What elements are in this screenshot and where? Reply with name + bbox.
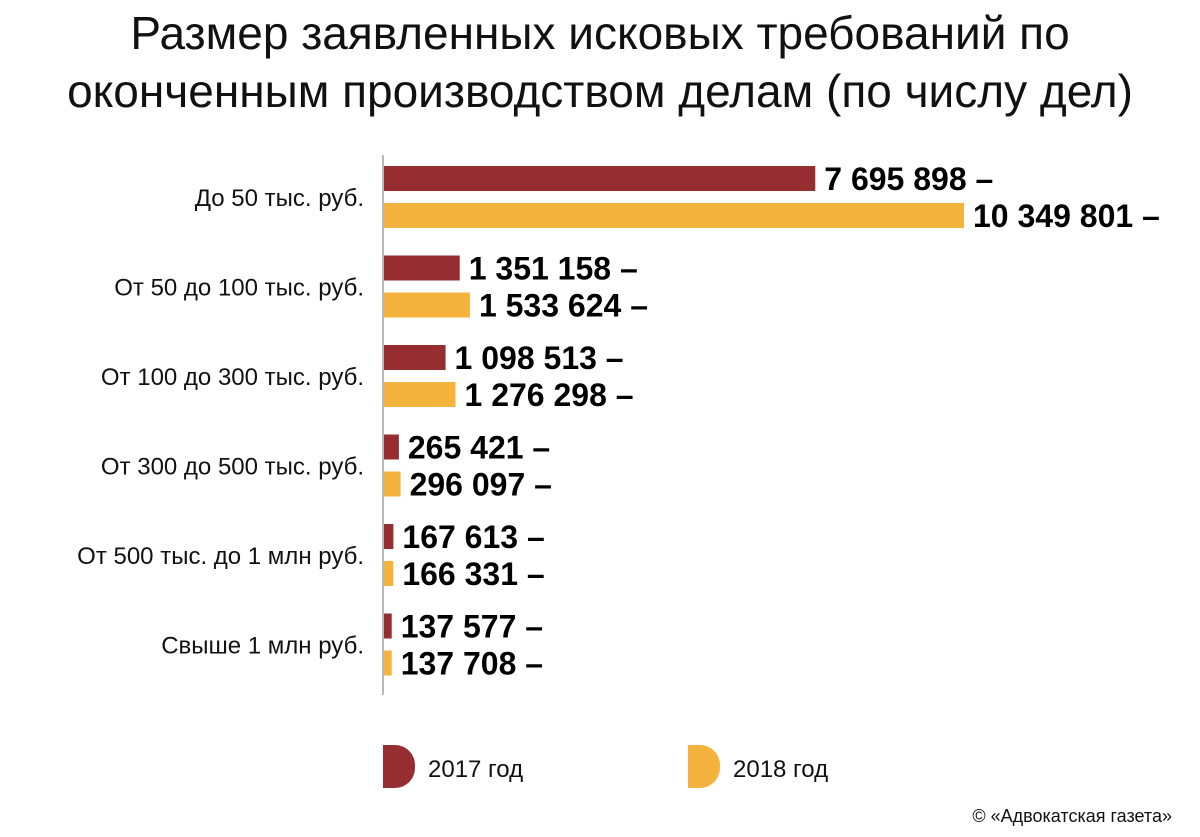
category-label: От 100 до 300 тыс. руб.	[101, 364, 364, 391]
data-label: 166 331 –	[402, 556, 544, 592]
data-label: 137 577 –	[401, 609, 543, 645]
bar-2018	[384, 561, 394, 586]
copyright-credit: © «Адвокатская газета»	[972, 806, 1172, 826]
bars-group: До 50 тыс. руб. 7 695 898 –10 349 801 – От…	[77, 161, 1160, 682]
data-label: 137 708 –	[401, 646, 543, 682]
data-label: 265 421 –	[408, 430, 550, 466]
bar-2017	[384, 434, 399, 460]
category-label: Свыше 1 млн руб.	[161, 633, 364, 660]
data-label: 10 349 801 –	[973, 198, 1160, 234]
bar-2017	[384, 524, 394, 549]
data-label: 1 276 298 –	[465, 377, 634, 413]
chart-title-line-1: Размер заявленных исковых требований по	[130, 7, 1070, 59]
legend: 2017 год 2018 год	[383, 745, 828, 788]
chart-title: Размер заявленных исковых требований по …	[0, 4, 1200, 120]
bar-2017	[384, 345, 446, 370]
category-label: До 50 тыс. руб.	[195, 185, 364, 212]
bar-2017	[384, 613, 392, 639]
data-label: 1 098 513 –	[455, 340, 624, 376]
data-label: 167 613 –	[402, 519, 544, 555]
bar-2018	[384, 650, 392, 676]
category-label: От 300 до 500 тыс. руб.	[101, 454, 364, 481]
legend-swatch-2018	[688, 745, 720, 788]
data-label: 7 695 898 –	[824, 161, 993, 197]
legend-label-2017: 2017 год	[428, 756, 523, 783]
data-label: 1 533 624 –	[479, 288, 648, 324]
category-label: От 50 до 100 тыс. руб.	[114, 275, 364, 302]
bar-2018	[384, 292, 470, 318]
legend-swatch-2017	[383, 745, 415, 788]
legend-label-2018: 2018 год	[733, 756, 828, 783]
data-label: 296 097 –	[410, 467, 552, 503]
category-label: От 500 тыс. до 1 млн руб.	[77, 543, 364, 570]
chart-title-line-2: оконченным производством делам (по числу…	[67, 65, 1133, 117]
bar-2017	[384, 255, 460, 281]
bar-2018	[384, 382, 456, 407]
bar-2018	[384, 203, 964, 228]
bar-2018	[384, 471, 401, 497]
data-label: 1 351 158 –	[469, 251, 638, 287]
bar-2017	[384, 166, 816, 191]
